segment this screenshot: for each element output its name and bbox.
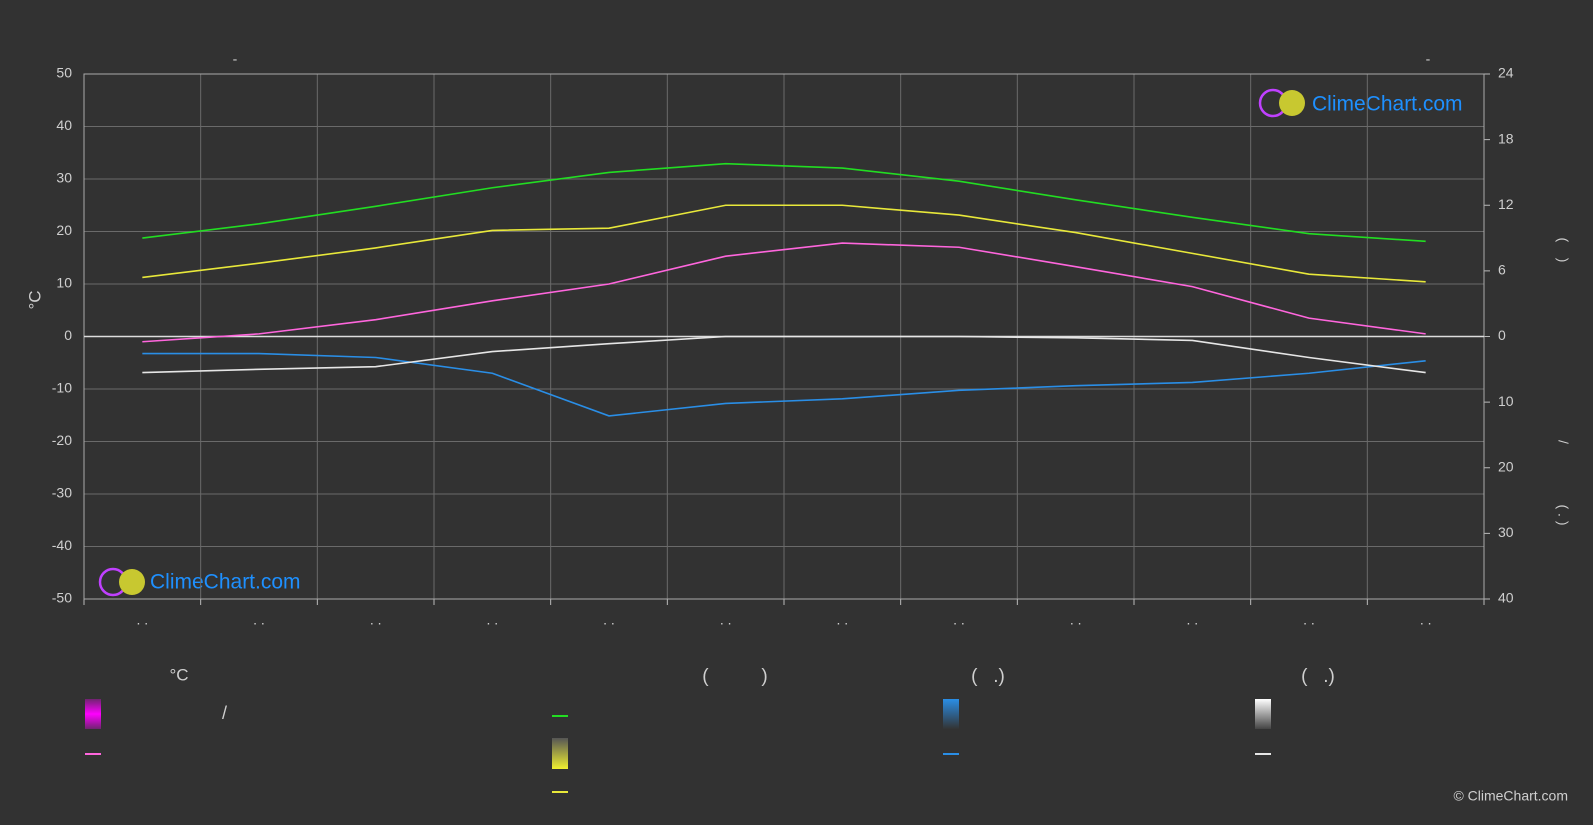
x-tick-label: . . <box>953 612 965 628</box>
legend-header: ( ) <box>702 666 767 687</box>
x-tick-label: . . <box>486 612 498 628</box>
title-right: - <box>1426 51 1431 67</box>
legend-text: / <box>222 703 227 723</box>
y-tick-label: 50 <box>56 65 72 81</box>
watermark: ClimeChart.com <box>1312 93 1463 116</box>
y2-tick-label: 12 <box>1498 196 1514 212</box>
series-line <box>142 204 1426 283</box>
y-tick-label: -40 <box>52 537 72 553</box>
y2-label: ( . ) <box>1555 505 1571 526</box>
x-tick-label: . . <box>1420 612 1432 628</box>
y-axis-label: °C <box>25 290 44 309</box>
legend-header: ( .) <box>1301 666 1335 687</box>
x-tick-label: . . <box>836 612 848 628</box>
x-tick-label: . . <box>253 612 265 628</box>
y-tick-label: 0 <box>64 327 72 343</box>
y3-tick-label: 40 <box>1498 590 1514 606</box>
y-tick-label: -30 <box>52 485 72 501</box>
y3-tick-label: 30 <box>1498 524 1514 540</box>
logo <box>98 88 1305 597</box>
y2-tick-label: 24 <box>1498 65 1514 81</box>
y2-label: / <box>1555 440 1571 444</box>
title-left: - <box>233 51 238 67</box>
x-tick-label: . . <box>603 612 615 628</box>
legend-header: °C <box>169 665 188 684</box>
legend-swatches <box>85 699 1271 793</box>
x-tick-label: . . <box>1070 612 1082 628</box>
legend-header: ( .) <box>971 666 1005 687</box>
y-tick-label: 30 <box>56 170 72 186</box>
y-tick-label: 40 <box>56 117 72 133</box>
series-line <box>142 352 1426 417</box>
y-tick-label: -50 <box>52 590 72 606</box>
y2-tick-label: 6 <box>1498 262 1506 278</box>
y3-tick-label: 10 <box>1498 393 1514 409</box>
y2-tick-label: 18 <box>1498 130 1514 146</box>
x-tick-label: . . <box>370 612 382 628</box>
watermark: ClimeChart.com <box>150 571 301 594</box>
y-tick-label: -20 <box>52 432 72 448</box>
copyright: © ClimeChart.com <box>1453 788 1568 804</box>
y3-tick-label: 20 <box>1498 458 1514 474</box>
y2-label: ( ) <box>1555 238 1571 263</box>
x-tick-label: . . <box>1186 612 1198 628</box>
y-tick-label: -10 <box>52 380 72 396</box>
series-line <box>142 162 1426 243</box>
y-tick-label: 10 <box>56 275 72 291</box>
y-tick-label: 20 <box>56 222 72 238</box>
x-tick-label: . . <box>136 612 148 628</box>
x-tick-label: . . <box>720 612 732 628</box>
series-line <box>142 242 1426 343</box>
y2-tick-label: 0 <box>1498 327 1506 343</box>
x-tick-label: . . <box>1303 612 1315 628</box>
series-line <box>142 335 1426 374</box>
